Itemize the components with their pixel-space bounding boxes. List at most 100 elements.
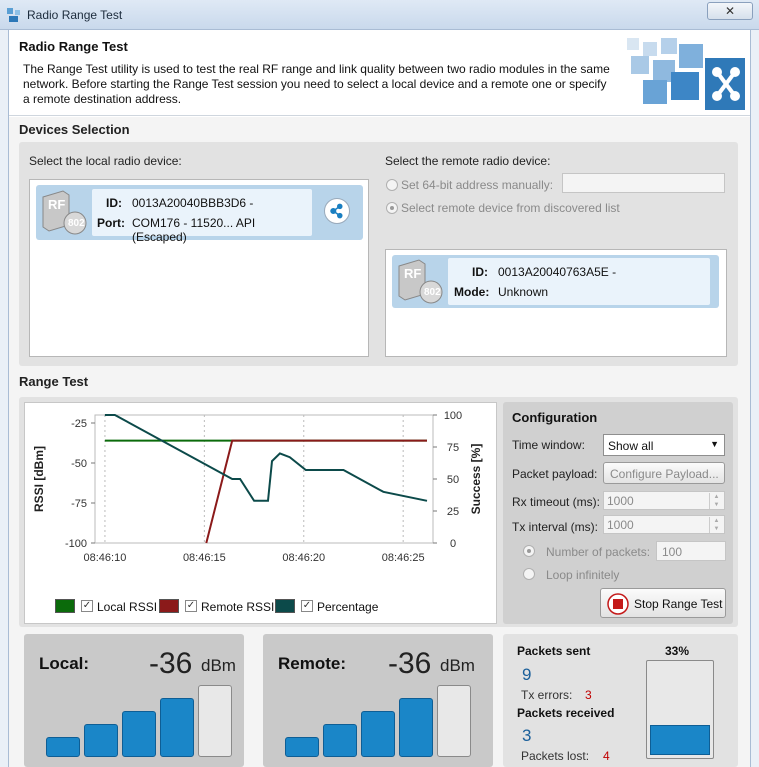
signal-bar <box>437 685 471 757</box>
rx-timeout-input[interactable]: 1000 ▲ ▼ <box>603 491 725 510</box>
local-rssi-checkbox[interactable]: ✓ <box>81 600 93 612</box>
number-of-packets-radio[interactable] <box>523 545 535 557</box>
packets-lost-label: Packets lost: <box>521 749 590 763</box>
stop-icon <box>607 593 629 615</box>
percentage-checkbox[interactable]: ✓ <box>301 600 313 612</box>
devices-panel: Select the local radio device: Select th… <box>19 142 738 366</box>
time-window-select[interactable]: Show all ▼ <box>603 434 725 456</box>
payload-label: Packet payload: <box>512 467 598 481</box>
tx-interval-label: Tx interval (ms): <box>512 520 599 534</box>
x-tick-label: 08:46:10 <box>84 552 127 564</box>
signal-bar <box>46 737 80 757</box>
local-device-label: Select the local radio device: <box>29 154 182 168</box>
rf-module-icon <box>42 190 87 235</box>
remote-rssi-checkbox[interactable]: ✓ <box>185 600 197 612</box>
content-area: Devices Selection Select the local radio… <box>9 117 750 767</box>
configure-payload-label: Configure Payload... <box>610 467 719 481</box>
signal-bar <box>122 711 156 757</box>
remote-rssi-meter: Remote: -36 dBm <box>263 634 493 767</box>
tx-errors-label: Tx errors: <box>521 688 573 702</box>
configuration-title: Configuration <box>512 410 598 425</box>
y-tick-label: -25 <box>71 418 87 430</box>
remote-device-list[interactable]: RF 802 ID: 0013A20040763A5E - Mode: Unkn… <box>385 249 727 357</box>
signal-bar <box>198 685 232 757</box>
header-description: The Range Test utility is used to test t… <box>23 62 610 106</box>
x-tick-label: 08:46:15 <box>183 552 226 564</box>
window-title: Radio Range Test <box>27 8 123 22</box>
y-axis-label: RSSI [dBm] <box>32 446 46 512</box>
rf-icon-badge: 802 <box>424 287 441 298</box>
x-tick-label: 08:46:25 <box>382 552 425 564</box>
range-test-panel: 08:46:10 08:46:15 08:46:20 08:46:25 -25 -50 -7… <box>19 397 738 627</box>
app-icon <box>7 8 20 22</box>
local-id-key: ID: <box>106 196 122 210</box>
success-progress-bar <box>646 660 714 759</box>
remote-device-info: ID: 0013A20040763A5E - Mode: Unknown <box>448 258 710 305</box>
devices-section-title: Devices Selection <box>19 122 130 137</box>
tx-interval-input[interactable]: 1000 ▲ ▼ <box>603 515 725 534</box>
y2-tick-label: 100 <box>444 410 462 422</box>
device-action-button[interactable] <box>324 198 350 224</box>
configure-payload-button[interactable]: Configure Payload... <box>603 462 725 484</box>
close-button[interactable]: ✕ <box>707 2 753 20</box>
rf-module-icon <box>398 259 443 304</box>
network-icon <box>330 203 343 219</box>
tx-interval-stepper[interactable]: ▲ ▼ <box>709 517 723 533</box>
local-meter-label: Local: <box>39 654 90 673</box>
discovered-list-radio[interactable] <box>386 202 398 214</box>
y-tick-label: -75 <box>71 498 87 510</box>
discovered-list-label: Select remote device from discovered lis… <box>401 201 620 215</box>
y-tick-label: -50 <box>71 458 87 470</box>
remote-mode-value: Unknown <box>498 285 549 299</box>
rx-timeout-value: 1000 <box>607 494 634 508</box>
manual-address-input[interactable] <box>562 173 725 193</box>
success-percent-label: 33% <box>665 644 690 658</box>
legend-label: Local RSSI <box>97 600 158 614</box>
remote-device-card[interactable]: RF 802 ID: 0013A20040763A5E - Mode: Unkn… <box>392 255 719 308</box>
rf-icon-badge: 802 <box>68 218 85 229</box>
remote-meter-label: Remote: <box>278 654 347 673</box>
local-device-card[interactable]: RF 802 ID: 0013A20040BBB3D6 - Port: COM1… <box>36 185 363 244</box>
legend-swatch <box>275 599 295 613</box>
y-tick-label: -100 <box>65 538 87 550</box>
packets-panel: Packets sent 9 Tx errors: 3 Packets rece… <box>503 634 738 767</box>
local-meter-unit: dBm <box>201 656 236 675</box>
header-title: Radio Range Test <box>19 39 128 54</box>
legend-label: Percentage <box>317 600 379 614</box>
loop-infinitely-label: Loop infinitely <box>546 568 620 582</box>
tx-interval-value: 1000 <box>607 518 634 532</box>
legend-swatch <box>55 599 75 613</box>
local-device-list[interactable]: RF 802 ID: 0013A20040BBB3D6 - Port: COM1… <box>29 179 369 357</box>
loop-infinitely-radio[interactable] <box>523 568 535 580</box>
packets-sent-value: 9 <box>522 665 532 684</box>
header: Radio Range Test The Range Test utility … <box>9 30 750 116</box>
chevron-down-icon: ▼ <box>710 439 719 449</box>
signal-bar <box>399 698 433 757</box>
local-rssi-meter: Local: -36 dBm <box>24 634 244 767</box>
local-port-value: COM176 - 11520... API (Escaped) <box>132 216 256 244</box>
y2-tick-label: 25 <box>447 506 459 518</box>
local-device-info: ID: 0013A20040BBB3D6 - Port: COM176 - 11… <box>92 189 312 244</box>
manual-address-radio[interactable] <box>386 179 398 191</box>
local-port-key: Port: <box>97 216 125 230</box>
down-arrow-icon: ▼ <box>709 501 723 509</box>
remote-meter-unit: dBm <box>440 656 475 675</box>
stop-range-test-button[interactable]: Stop Range Test <box>600 588 726 618</box>
stop-range-test-label: Stop Range Test <box>634 597 723 611</box>
series-line-percentage <box>104 414 428 502</box>
configuration-panel: Configuration Time window: Show all ▼ Pa… <box>503 402 733 624</box>
number-of-packets-value: 100 <box>662 545 683 559</box>
rx-timeout-label: Rx timeout (ms): <box>512 495 601 509</box>
up-arrow-icon: ▲ <box>709 517 723 525</box>
title-bar: Radio Range Test ✕ <box>0 0 759 30</box>
series-line-remote-rssi <box>205 439 427 544</box>
packets-received-label: Packets received <box>517 706 615 720</box>
signal-bar <box>84 724 118 757</box>
number-of-packets-input[interactable]: 100 <box>656 541 726 561</box>
number-of-packets-label: Number of packets: <box>546 545 651 559</box>
range-test-window: Radio Range Test The Range Test utility … <box>8 30 751 767</box>
legend-label: Remote RSSI <box>201 600 275 614</box>
time-window-label: Time window: <box>512 438 585 452</box>
rx-timeout-stepper[interactable]: ▲ ▼ <box>709 493 723 509</box>
range-test-section-title: Range Test <box>19 374 89 389</box>
